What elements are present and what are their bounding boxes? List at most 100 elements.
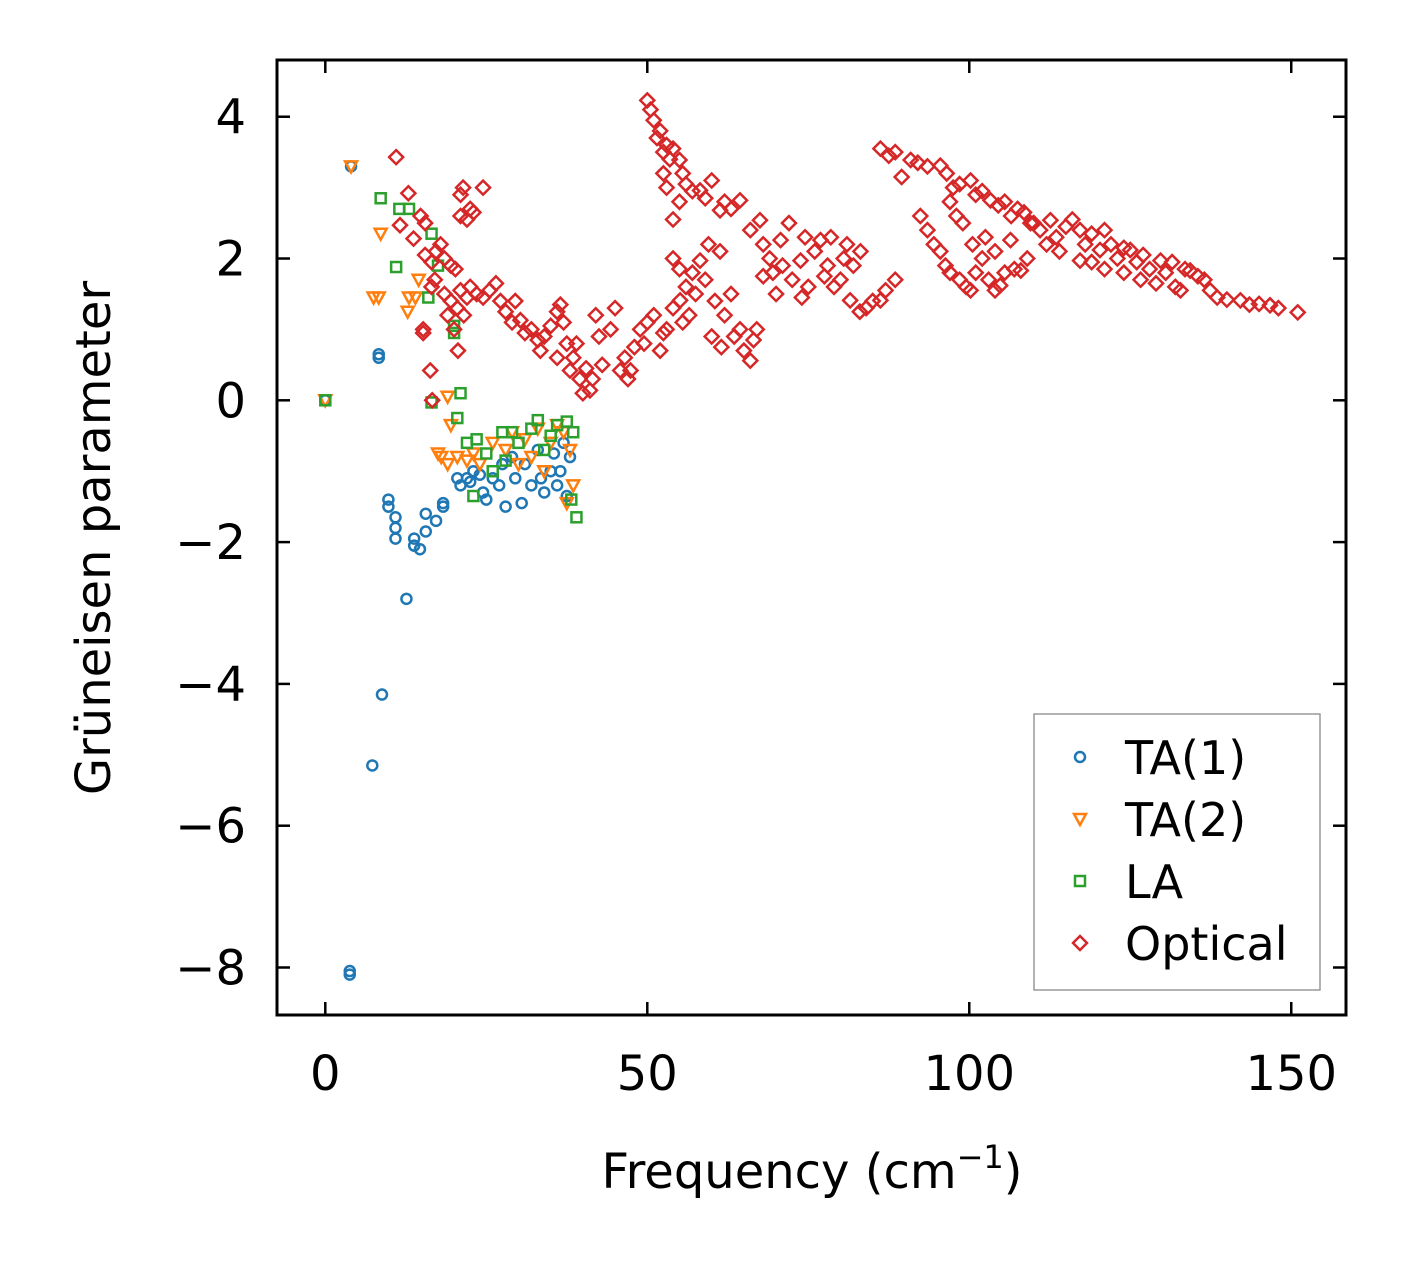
data-point — [486, 472, 499, 485]
data-point — [1076, 235, 1094, 254]
data-point — [615, 349, 634, 367]
data-point — [706, 292, 724, 310]
data-point — [805, 242, 824, 261]
legend-label: TA(1) — [1124, 731, 1246, 785]
data-point — [1001, 231, 1020, 249]
data-point — [654, 164, 673, 183]
data-point — [635, 334, 653, 353]
data-point — [1231, 291, 1250, 310]
data-point — [399, 184, 418, 203]
data-point — [981, 191, 1000, 210]
data-point — [525, 479, 538, 492]
data-point — [480, 447, 493, 460]
data-point — [711, 242, 729, 261]
data-point — [1015, 203, 1033, 222]
data-point — [449, 341, 467, 360]
data-point — [484, 436, 501, 452]
data-point — [505, 425, 519, 439]
y-tick-label: −6 — [175, 799, 246, 855]
data-point — [1037, 235, 1056, 254]
series-ta-1 — [319, 160, 577, 981]
data-point — [565, 493, 578, 506]
data-point — [439, 457, 456, 473]
data-point — [515, 496, 528, 510]
data-point — [567, 334, 586, 353]
data-point — [936, 256, 955, 275]
data-point — [1095, 221, 1114, 239]
data-point — [1176, 260, 1194, 278]
data-point — [387, 148, 405, 166]
data-point — [1166, 278, 1185, 296]
data-point — [445, 320, 463, 339]
data-point — [699, 235, 718, 254]
data-point — [1269, 299, 1288, 317]
data-point — [1140, 260, 1159, 278]
data-point — [731, 191, 749, 210]
data-point — [686, 285, 705, 303]
data-point — [1041, 211, 1060, 229]
data-point — [654, 324, 673, 342]
legend-marker-triangle-down — [1071, 812, 1089, 828]
data-point — [548, 349, 566, 367]
data-point — [342, 160, 360, 175]
data-point — [413, 542, 427, 556]
data-point — [841, 291, 859, 310]
data-point — [486, 464, 499, 478]
data-point — [538, 443, 551, 457]
data-point — [664, 139, 682, 158]
data-point — [505, 450, 519, 464]
data-point — [657, 320, 676, 339]
data-point — [1156, 263, 1175, 282]
data-point — [1163, 253, 1181, 271]
data-point — [464, 203, 483, 222]
data-point — [416, 214, 434, 232]
data-point — [1115, 263, 1133, 282]
data-point — [439, 390, 456, 406]
data-point — [911, 207, 930, 225]
data-point — [1047, 228, 1065, 247]
data-point — [454, 386, 467, 400]
data-point — [319, 394, 332, 407]
data-point — [995, 193, 1014, 211]
data-point — [973, 182, 991, 200]
data-point — [621, 361, 640, 380]
data-point — [570, 370, 589, 388]
data-point — [986, 242, 1004, 261]
data-point — [783, 271, 801, 289]
data-point — [1171, 281, 1190, 300]
y-tick-label: −2 — [175, 515, 246, 571]
data-point — [1131, 271, 1150, 289]
data-point — [431, 235, 450, 254]
x-tick-label: 100 — [923, 1046, 1015, 1102]
data-point — [563, 450, 577, 464]
data-point — [577, 359, 595, 378]
data-point — [564, 349, 582, 367]
data-point — [593, 356, 611, 374]
data-point — [492, 479, 506, 492]
data-point — [834, 249, 853, 268]
data-point — [722, 285, 740, 303]
series-la — [319, 192, 583, 524]
data-point — [651, 122, 669, 140]
data-point — [496, 457, 509, 471]
data-point — [1288, 303, 1307, 322]
data-point — [844, 256, 863, 275]
data-point — [372, 227, 389, 243]
y-tick-label: 4 — [215, 90, 246, 146]
data-point — [375, 688, 389, 701]
data-point — [451, 185, 470, 204]
y-tick-label: 0 — [215, 373, 246, 429]
data-point — [474, 178, 492, 197]
data-point — [791, 251, 810, 270]
data-point — [542, 436, 559, 452]
data-point — [979, 271, 998, 289]
data-point — [918, 157, 937, 176]
data-point — [601, 320, 620, 339]
data-point — [664, 210, 682, 229]
data-point — [941, 193, 959, 211]
data-point — [744, 331, 763, 349]
data-point — [683, 263, 702, 282]
data-point — [731, 320, 749, 339]
data-point — [538, 486, 551, 499]
